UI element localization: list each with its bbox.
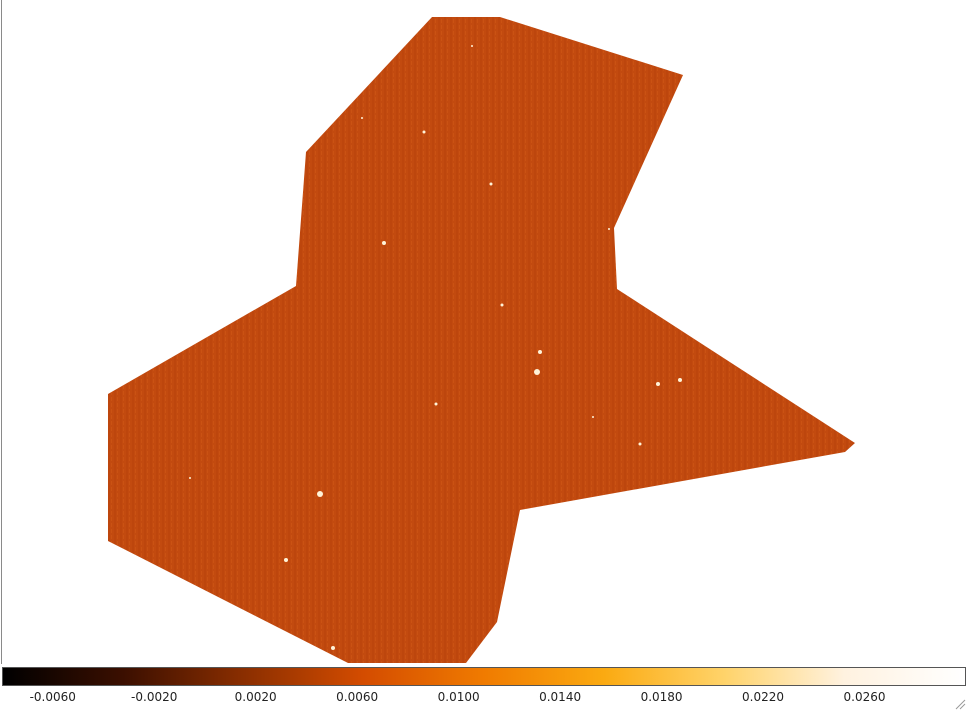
- colorbar-tick-label: 0.0260: [843, 690, 886, 704]
- point-source: [317, 491, 323, 497]
- mosaic-region: [108, 17, 855, 663]
- point-source: [422, 130, 426, 134]
- point-source: [189, 477, 191, 479]
- colorbar-tick-label: 0.0020: [234, 690, 277, 704]
- point-source: [500, 303, 504, 307]
- bright-sources: [189, 45, 682, 650]
- point-source: [489, 182, 493, 186]
- point-source: [471, 45, 473, 47]
- colorbar[interactable]: [2, 667, 966, 686]
- resize-grip-icon[interactable]: [954, 698, 966, 710]
- point-source: [656, 382, 660, 386]
- colorbar-tick-labels: -0.0060 -0.0020 0.0020 0.0060 0.0100 0.0140 0.…: [0, 690, 968, 710]
- colorbar-tick-label: 0.0180: [640, 690, 683, 704]
- point-source: [382, 241, 386, 245]
- colorbar-tick-label: 0.0060: [336, 690, 379, 704]
- point-source: [331, 646, 335, 650]
- colorbar-tick-label: -0.0060: [29, 690, 76, 704]
- colorbar-tick-label: 0.0140: [539, 690, 582, 704]
- viewer-left-border: [1, 0, 2, 664]
- image-canvas[interactable]: [0, 0, 968, 664]
- point-source: [538, 350, 542, 354]
- point-source: [434, 402, 438, 406]
- point-source: [638, 442, 642, 446]
- point-source: [592, 416, 594, 418]
- colorbar-tick-label: 0.0100: [437, 690, 480, 704]
- colorbar-tick-label: -0.0020: [131, 690, 178, 704]
- point-source: [361, 117, 363, 119]
- point-source: [608, 228, 610, 230]
- point-source: [284, 558, 288, 562]
- point-source: [678, 378, 682, 382]
- colorbar-tick-label: 0.0220: [742, 690, 785, 704]
- point-source: [534, 369, 540, 375]
